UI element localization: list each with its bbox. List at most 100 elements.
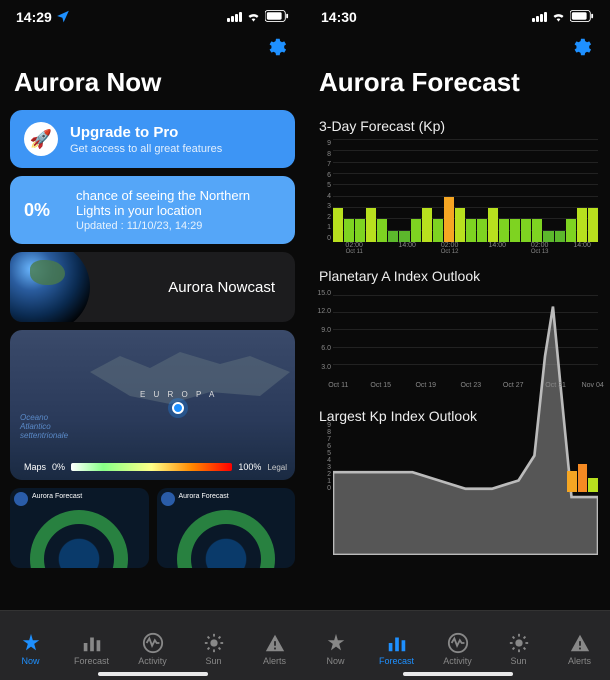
home-indicator[interactable] [403, 672, 513, 676]
kp-bar [355, 219, 365, 242]
tab-alerts[interactable]: Alerts [244, 611, 305, 680]
now-icon [20, 632, 42, 654]
gear-icon[interactable] [265, 36, 287, 63]
tab-label: Activity [443, 656, 472, 666]
kp-bar [444, 197, 454, 242]
chance-updated: Updated : 11/10/23, 14:29 [76, 220, 281, 232]
tab-label: Forecast [379, 656, 414, 666]
nowcast-card[interactable]: Aurora Nowcast [10, 252, 295, 322]
kp-bar [566, 219, 576, 242]
kp-bar [521, 219, 531, 242]
tab-label: Sun [205, 656, 221, 666]
tab-sun[interactable]: Sun [183, 611, 244, 680]
nowcast-title: Aurora Nowcast [168, 279, 275, 296]
tab-activity[interactable]: Activity [122, 611, 183, 680]
activity-icon [142, 632, 164, 654]
largest-kp-chart: 0123456789 [315, 430, 600, 510]
maps-label: Maps [24, 462, 46, 472]
tab-forecast[interactable]: Forecast [61, 611, 122, 680]
kp-bar [510, 219, 520, 242]
phone-aurora-now: 14:29 Aurora Now 🚀 Upgrade to Pro Get ac… [0, 0, 305, 680]
now-icon [325, 632, 347, 654]
kp-section-title: 3-Day Forecast (Kp) [319, 118, 596, 134]
sun-icon [203, 632, 225, 654]
legend-100: 100% [238, 462, 261, 472]
status-bar: 14:29 [0, 0, 305, 30]
tab-label: Alerts [263, 656, 286, 666]
kp-bar [477, 219, 487, 242]
kp-bar [433, 219, 443, 242]
page-title: Aurora Forecast [305, 63, 610, 110]
mini-forecast-title: Aurora Forecast [32, 493, 82, 500]
home-indicator[interactable] [98, 672, 208, 676]
kp-bar [366, 208, 376, 242]
kp-bar [333, 208, 343, 242]
map-ocean-label: Oceano Atlantico settentrionale [20, 413, 68, 440]
map-card[interactable]: E U R O P A Oceano Atlantico settentrion… [10, 330, 295, 480]
tab-label: Activity [138, 656, 167, 666]
wifi-icon [551, 9, 566, 25]
kp-bar [388, 231, 398, 242]
alerts-icon [569, 632, 591, 654]
tab-sun[interactable]: Sun [488, 611, 549, 680]
map-legal-link[interactable]: Legal [267, 463, 287, 472]
chance-card[interactable]: 0% chance of seeing the Northern Lights … [10, 176, 295, 244]
largest-kp-bar [567, 471, 577, 492]
gear-icon[interactable] [570, 36, 592, 63]
phone-aurora-forecast: 14:30 Aurora Forecast 3-Day Forecast (Kp… [305, 0, 610, 680]
activity-icon [447, 632, 469, 654]
tab-label: Forecast [74, 656, 109, 666]
map-legend: Maps 0% 100% Legal [18, 462, 287, 472]
kp-bar [588, 208, 598, 242]
map-landmass [90, 340, 290, 420]
kp-bar [532, 219, 542, 242]
tab-bar: Now Forecast Activity Sun Alerts [305, 610, 610, 680]
mini-forecast-title: Aurora Forecast [179, 493, 229, 500]
cell-signal-icon [532, 12, 547, 22]
pro-title: Upgrade to Pro [70, 124, 222, 141]
tab-forecast[interactable]: Forecast [366, 611, 427, 680]
tab-activity[interactable]: Activity [427, 611, 488, 680]
tab-bar: Now Forecast Activity Sun Alerts [0, 610, 305, 680]
aurora-forecast-thumb[interactable]: Aurora Forecast [157, 488, 296, 568]
kp-bar [344, 219, 354, 242]
kp-bar [499, 219, 509, 242]
kp-bar-chart: 0123456789 02:00Oct 1114:0002:00Oct 1214… [315, 140, 600, 260]
upgrade-pro-card[interactable]: 🚀 Upgrade to Pro Get access to all great… [10, 110, 295, 168]
kp-bar [399, 231, 409, 242]
tab-alerts[interactable]: Alerts [549, 611, 610, 680]
largest-kp-bar [578, 464, 588, 492]
kp-bar [577, 208, 587, 242]
gradient-legend [71, 463, 232, 471]
kp-bar [377, 219, 387, 242]
pro-subtitle: Get access to all great features [70, 143, 222, 155]
battery-icon [265, 9, 289, 25]
status-time: 14:30 [321, 9, 357, 25]
map-region-label: E U R O P A [140, 390, 217, 399]
kp-bar [466, 219, 476, 242]
tab-label: Alerts [568, 656, 591, 666]
kp-bar [422, 208, 432, 242]
wifi-icon [246, 9, 261, 25]
status-bar: 14:30 [305, 0, 610, 30]
planetary-section-title: Planetary A Index Outlook [319, 268, 596, 284]
battery-icon [570, 9, 594, 25]
tab-label: Sun [510, 656, 526, 666]
chance-text: chance of seeing the Northern Lights in … [76, 188, 281, 218]
kp-bar [455, 208, 465, 242]
legend-0: 0% [52, 462, 65, 472]
kp-bar [411, 219, 421, 242]
sun-icon [508, 632, 530, 654]
planetary-area-chart: 3.06.09.012.015.0 Oct 11Oct 15Oct 19Oct … [315, 290, 600, 400]
tab-now[interactable]: Now [0, 611, 61, 680]
status-time: 14:29 [16, 9, 52, 25]
aurora-forecast-thumb[interactable]: Aurora Forecast [10, 488, 149, 568]
noaa-logo-icon [14, 492, 28, 506]
cell-signal-icon [227, 12, 242, 22]
location-icon [56, 9, 70, 26]
tab-now[interactable]: Now [305, 611, 366, 680]
noaa-logo-icon [161, 492, 175, 506]
forecast-icon [81, 632, 103, 654]
chance-percent: 0% [24, 200, 64, 221]
tab-label: Now [21, 656, 39, 666]
